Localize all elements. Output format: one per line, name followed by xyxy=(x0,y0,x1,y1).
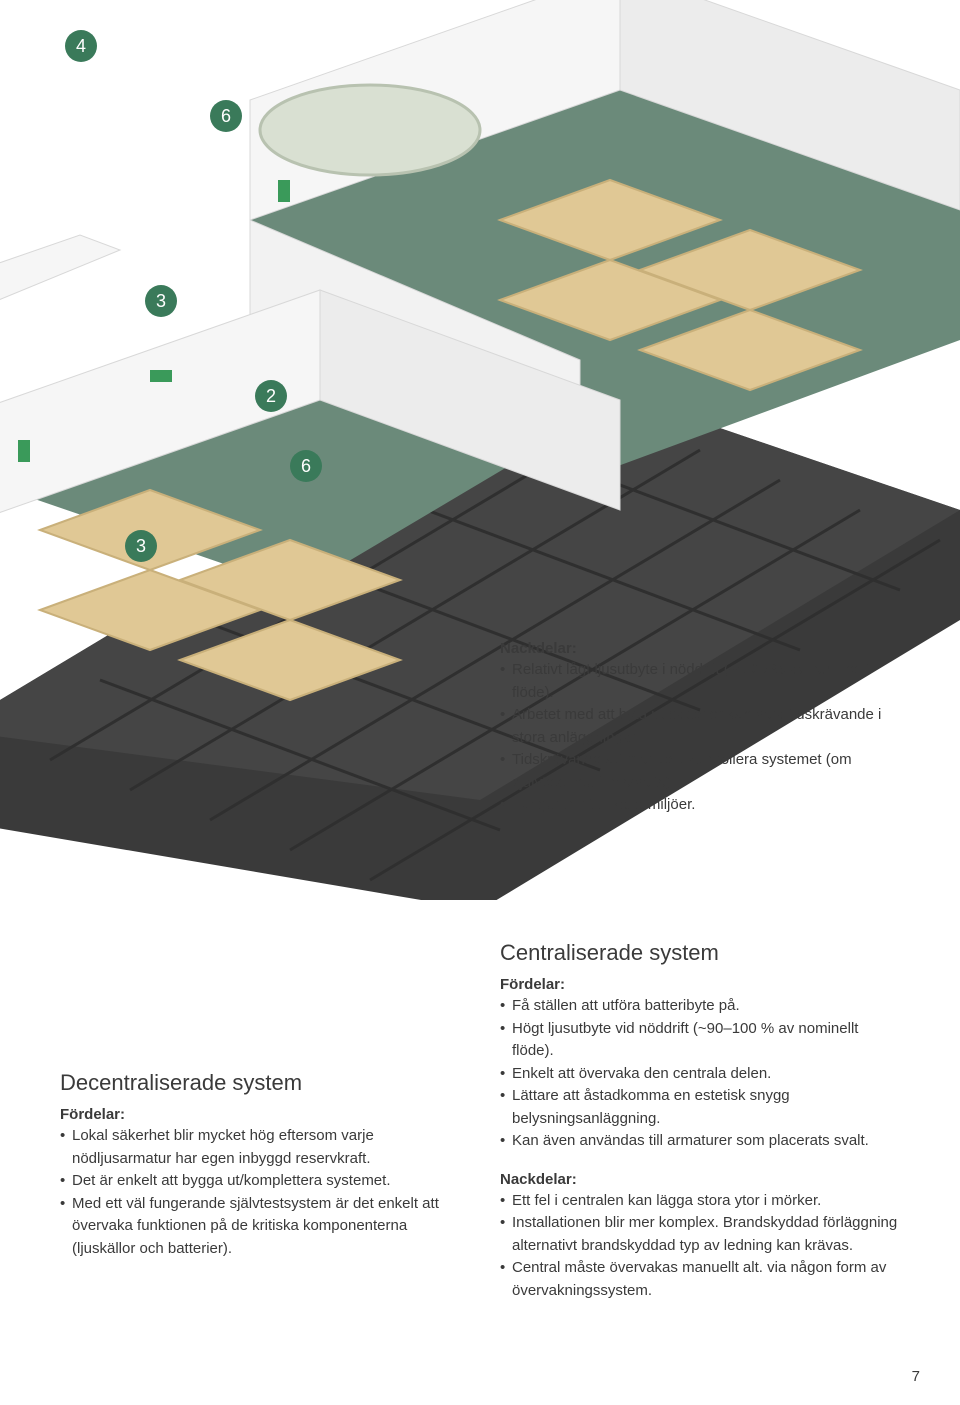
room-far-left xyxy=(0,235,120,320)
decentraliserade-title: Decentraliserade system xyxy=(60,1070,460,1096)
list-item: Fungerar inte i kalla miljöer. xyxy=(500,794,900,817)
badge-3b: 3 xyxy=(125,530,157,562)
page-number: 7 xyxy=(912,1368,920,1385)
badge-4: 4 xyxy=(65,30,97,62)
centraliserade-section: Centraliserade system Fördelar: Få ställ… xyxy=(500,940,900,1320)
list-item: Högt ljusutbyte vid nöddrift (~90–100 % … xyxy=(500,1018,900,1063)
centraliserade-title: Centraliserade system xyxy=(500,940,900,966)
fordelar-heading-left: Fördelar: xyxy=(60,1106,460,1123)
list-item: Arbetet med att byta ut batterier kan va… xyxy=(500,704,900,749)
list-item: Central måste övervakas manuellt alt. vi… xyxy=(500,1257,900,1302)
upper-nackdelar: Nackdelar: Relativt lågt ljusutbyte i nö… xyxy=(500,640,900,835)
list-item: Relativt lågt ljusutbyte i nöddrift (~5-… xyxy=(500,659,900,704)
upper-nackdelar-list: Relativt lågt ljusutbyte i nöddrift (~5-… xyxy=(500,659,900,817)
centraliserade-fordelar-list: Få ställen att utföra batteribyte på. Hö… xyxy=(500,995,900,1153)
centraliserade-nackdelar-list: Ett fel i centralen kan lägga stora ytor… xyxy=(500,1190,900,1303)
list-item: Tidskrävande att manuellt kontrollera sy… xyxy=(500,749,900,794)
list-item: Installationen blir mer komplex. Brandsk… xyxy=(500,1212,900,1257)
list-item: Ett fel i centralen kan lägga stora ytor… xyxy=(500,1190,900,1213)
list-item: Lokal säkerhet blir mycket hög eftersom … xyxy=(60,1125,460,1170)
list-item: Lättare att åstadkomma en estetisk snygg… xyxy=(500,1085,900,1130)
decentraliserade-fordelar-list: Lokal säkerhet blir mycket hög eftersom … xyxy=(60,1125,460,1260)
fordelar-heading-right: Fördelar: xyxy=(500,976,900,993)
list-item: Få ställen att utföra batteribyte på. xyxy=(500,995,900,1018)
badge-6a: 6 xyxy=(210,100,242,132)
decentraliserade-section: Decentraliserade system Fördelar: Lokal … xyxy=(60,940,460,1320)
badge-6b: 6 xyxy=(290,450,322,482)
list-item: Det är enkelt att bygga ut/komplettera s… xyxy=(60,1170,460,1193)
badge-3a: 3 xyxy=(145,285,177,317)
list-item: Kan även användas till armaturer som pla… xyxy=(500,1130,900,1153)
nackdelar-heading: Nackdelar: xyxy=(500,640,900,657)
list-item: Med ett väl fungerande självtestsystem ä… xyxy=(60,1193,460,1261)
nackdelar-heading-right: Nackdelar: xyxy=(500,1171,900,1188)
badge-2: 2 xyxy=(255,380,287,412)
list-item: Enkelt att övervaka den centrala delen. xyxy=(500,1063,900,1086)
